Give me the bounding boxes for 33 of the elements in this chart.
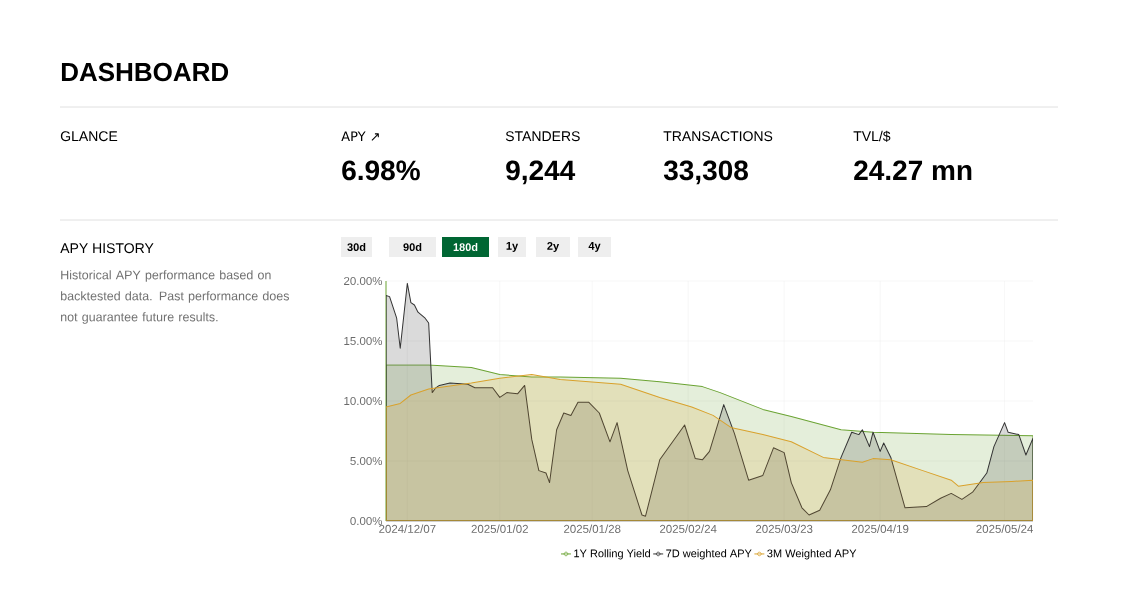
y-tick-label: 10.00% (344, 396, 383, 406)
text: 180d (453, 242, 478, 252)
y-tick-label: 5.00% (350, 456, 383, 466)
legend-label: 7D weighted APY (666, 549, 752, 560)
text: TVL/$ (853, 130, 891, 142)
text: Historical APY performance based on backtested data. Past performance does not guarantee future results. (61, 270, 290, 324)
text: 4y (588, 242, 601, 252)
text: 6.98% (342, 160, 420, 181)
x-tick-label: 2025/05/24 (976, 524, 1033, 533)
text: APY ↗ (341, 131, 379, 141)
x-tick-label: 2025/02/24 (659, 524, 717, 533)
y-tick-label: 20.00% (344, 276, 383, 286)
legend-label: 3M Weighted APY (767, 549, 857, 560)
x-tick-label: 2025/04/19 (851, 524, 909, 533)
text: 1y (506, 242, 519, 252)
text: GLANCE (60, 131, 118, 142)
x-tick-label: 2025/01/02 (471, 524, 528, 533)
text: 2y (547, 242, 560, 252)
text: 30d (347, 242, 366, 252)
legend-label: 1Y Rolling Yield (574, 549, 650, 560)
text: 24.27 mn (854, 160, 972, 180)
text: 9,244 (506, 160, 576, 185)
text: DASHBOARD (61, 62, 229, 82)
text: STANDERS (505, 131, 580, 142)
text: 33,308 (663, 160, 748, 185)
text: TRANSACTIONS (663, 131, 773, 142)
x-tick-label: 2024/12/07 (379, 524, 436, 533)
x-tick-label: 2025/01/28 (564, 524, 621, 533)
text: 90d (403, 242, 422, 252)
y-tick-label: 0.00% (350, 516, 383, 526)
x-tick-label: 2025/03/23 (755, 524, 813, 533)
y-tick-label: 15.00% (344, 336, 383, 346)
text: APY HISTORY (60, 243, 154, 254)
